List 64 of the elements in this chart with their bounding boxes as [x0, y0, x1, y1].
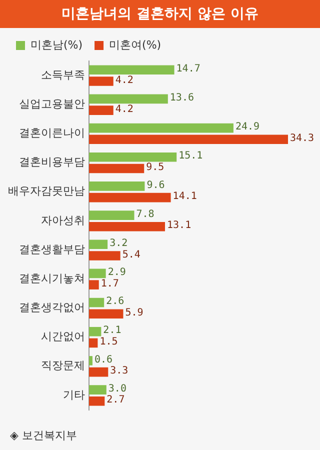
data-label: 0.6 — [94, 354, 113, 366]
y-tick-label: 배우자감못만남 — [8, 184, 85, 198]
bar — [89, 356, 92, 366]
bar — [89, 222, 166, 232]
bar — [89, 326, 102, 336]
y-tick-label: 실업고용불안 — [19, 97, 85, 110]
bar — [89, 106, 114, 115]
text: ◈ 보건복지부 — [10, 428, 77, 443]
bar — [89, 268, 106, 278]
bar — [89, 385, 106, 394]
data-label: 9.5 — [146, 162, 164, 174]
bar — [89, 309, 124, 319]
bar — [89, 251, 120, 260]
bar — [89, 65, 174, 75]
data-label: 3.3 — [110, 366, 128, 377]
data-label: 3.2 — [110, 238, 128, 249]
data-label: 15.1 — [178, 150, 203, 162]
data-label: 1.7 — [100, 278, 119, 290]
bar — [89, 210, 134, 220]
bar — [89, 396, 105, 406]
data-label: 4.2 — [115, 74, 134, 86]
y-tick-label: 결혼생활부담 — [19, 242, 85, 256]
bar — [89, 182, 145, 191]
data-label: 1.5 — [100, 336, 118, 348]
bar — [89, 192, 171, 202]
data-label: 2.9 — [108, 267, 126, 278]
bar — [89, 94, 168, 104]
y-tick-label: 시간없어 — [41, 330, 85, 344]
data-label: 13.6 — [170, 92, 194, 104]
chart-title: 미혼남녀의 결혼하지 않은 이유 — [0, 0, 320, 28]
y-tick-label: 결혼시기놓쳐 — [19, 272, 85, 285]
bar — [89, 338, 98, 348]
data-label: 14.7 — [176, 63, 200, 74]
bar — [89, 76, 114, 86]
data-label: 4.2 — [115, 104, 134, 115]
data-label: 24.9 — [235, 122, 260, 133]
legend-label: 미혼여(%) — [109, 38, 162, 52]
data-label: 2.1 — [103, 325, 122, 336]
bar — [89, 152, 177, 162]
bar — [89, 123, 234, 133]
data-label: 13.1 — [167, 220, 192, 232]
y-tick-label: 기타 — [63, 388, 85, 402]
bar — [89, 367, 108, 377]
bar — [89, 134, 288, 144]
data-label: 2.7 — [106, 394, 125, 406]
y-tick-label: 결혼생각없어 — [19, 301, 85, 314]
bar — [89, 240, 108, 250]
data-label: 34.3 — [290, 132, 314, 144]
y-tick-label: 결혼이른나이 — [19, 126, 85, 140]
y-tick-label: 직장문제 — [41, 359, 85, 372]
data-label: 5.4 — [122, 249, 140, 260]
y-tick-label: 소득부족 — [41, 68, 85, 82]
y-tick-label: 결혼비용부담 — [19, 156, 85, 169]
data-label: 7.8 — [136, 208, 154, 220]
data-label: 9.6 — [146, 180, 165, 191]
data-label: 5.9 — [125, 307, 144, 318]
legend-label: 미혼남(%) — [30, 38, 83, 52]
data-label: 3.0 — [108, 383, 126, 394]
bar — [89, 280, 99, 290]
bar — [89, 164, 144, 174]
data-label: 2.6 — [106, 296, 124, 308]
bar — [89, 298, 104, 308]
y-tick-label: 자아성취 — [41, 214, 85, 227]
data-label: 14.1 — [172, 191, 197, 202]
